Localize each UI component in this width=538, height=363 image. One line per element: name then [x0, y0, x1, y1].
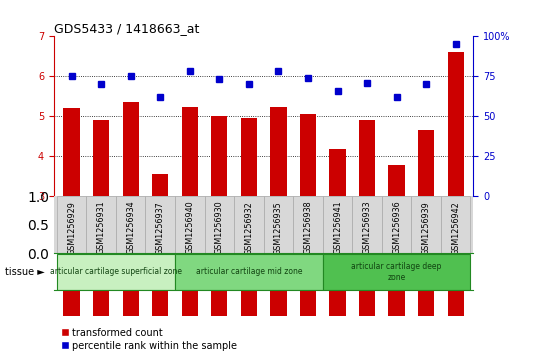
Text: GSM1256929: GSM1256929 [67, 201, 76, 254]
Bar [329, 149, 345, 316]
Bar [152, 174, 168, 316]
Bar [382, 196, 412, 253]
Bar [293, 196, 323, 253]
Bar [352, 196, 382, 253]
Bar [182, 107, 198, 316]
Text: GSM1256941: GSM1256941 [333, 201, 342, 254]
Bar [300, 114, 316, 316]
Bar [359, 120, 375, 316]
Bar [270, 107, 287, 316]
Bar [388, 165, 405, 316]
Text: GSM1256937: GSM1256937 [155, 201, 165, 254]
Bar [204, 196, 234, 253]
Text: GSM1256934: GSM1256934 [126, 201, 135, 254]
Bar [56, 196, 86, 253]
Bar [63, 108, 80, 316]
Bar [175, 196, 204, 253]
Text: GDS5433 / 1418663_at: GDS5433 / 1418663_at [54, 22, 199, 35]
Text: GSM1256942: GSM1256942 [451, 201, 460, 254]
Bar [93, 120, 109, 316]
Bar [211, 116, 228, 316]
Bar [116, 196, 145, 253]
Text: GSM1256930: GSM1256930 [215, 201, 224, 254]
Bar [418, 130, 434, 316]
Bar [412, 196, 441, 253]
Text: GSM1256939: GSM1256939 [422, 201, 430, 254]
Text: GSM1256938: GSM1256938 [303, 201, 313, 254]
Legend: transformed count, percentile rank within the sample: transformed count, percentile rank withi… [59, 324, 241, 355]
Bar [323, 196, 352, 253]
Text: GSM1256932: GSM1256932 [244, 201, 253, 254]
Bar [145, 196, 175, 253]
Text: articular cartilage mid zone: articular cartilage mid zone [196, 267, 302, 276]
Text: GSM1256935: GSM1256935 [274, 201, 283, 254]
Bar [441, 196, 471, 253]
Text: articular cartilage superficial zone: articular cartilage superficial zone [50, 267, 182, 276]
Bar [264, 196, 293, 253]
Bar [240, 118, 257, 316]
Text: GSM1256933: GSM1256933 [363, 201, 372, 254]
Text: tissue ►: tissue ► [5, 267, 45, 277]
Bar [323, 254, 471, 290]
Bar [175, 254, 323, 290]
Bar [56, 254, 175, 290]
Text: GSM1256936: GSM1256936 [392, 201, 401, 254]
Bar [234, 196, 264, 253]
Bar [86, 196, 116, 253]
Text: articular cartilage deep
zone: articular cartilage deep zone [351, 262, 442, 282]
Text: GSM1256940: GSM1256940 [185, 201, 194, 254]
Bar [123, 102, 139, 316]
Bar [448, 52, 464, 316]
Text: GSM1256931: GSM1256931 [97, 201, 105, 254]
